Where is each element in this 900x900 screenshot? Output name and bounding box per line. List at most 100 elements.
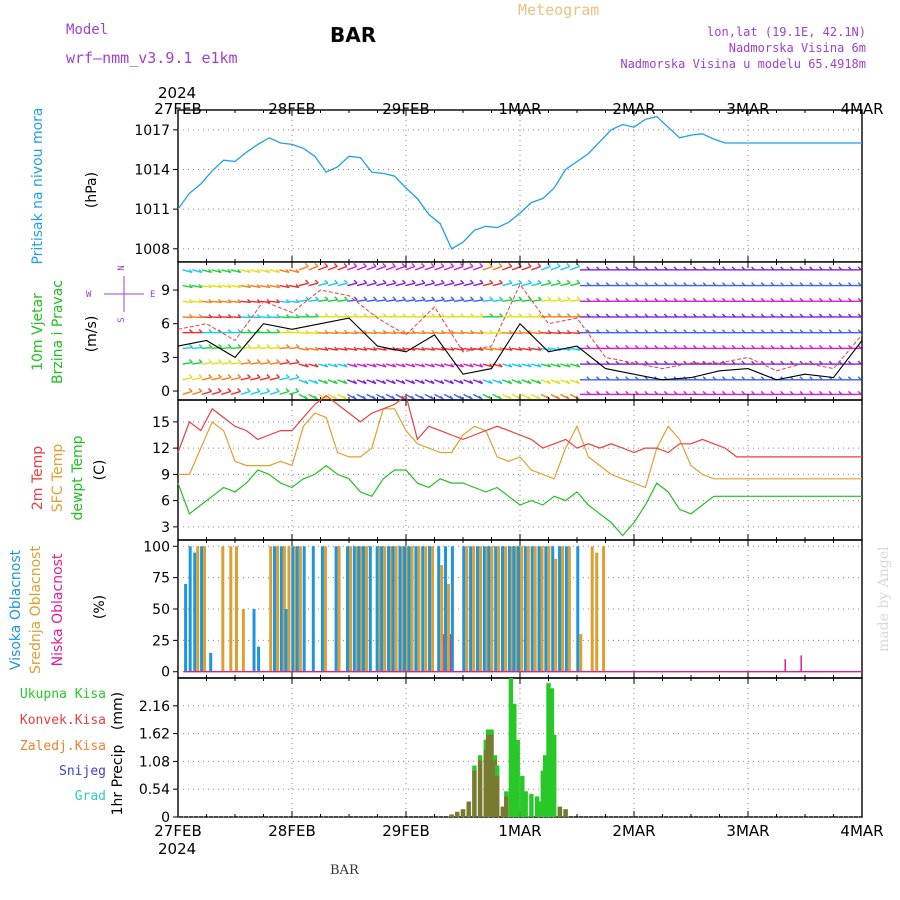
wind-barb [550,282,561,287]
wind-barb [395,363,406,368]
wind-barb [463,282,474,287]
wind-barb-head [605,344,610,349]
wind-barb-head [217,283,222,288]
dewpt-line [177,464,862,537]
wind-barb-head [479,313,484,318]
cloud-bar [512,546,516,672]
ytick-label: 15 [152,415,170,431]
cloud-bar [302,546,306,672]
ytick-label: 50 [152,602,170,618]
wind-barb-head [479,262,484,267]
wind-barb [560,363,571,368]
wind-barb-head [499,329,504,334]
wind-barb-head [334,279,339,284]
wind-barb-head [518,296,523,301]
wind-barb-head [586,344,591,349]
wind-barb-head [323,380,328,385]
wind-barb-head [818,266,823,271]
wind-gust-line [177,283,863,372]
wind-barb-head [479,346,484,351]
wind-barb-head [654,313,659,318]
wind-barb [347,363,358,368]
wind-barb [192,269,203,274]
wind-barb-head [295,314,300,318]
ytick-label: 1017 [134,123,170,139]
wind-barb [182,316,193,319]
wind-barb-head [722,360,727,365]
wind-barb-head [430,363,435,368]
wind-barb-head [275,268,280,273]
wind-barb [511,299,523,302]
wind-barb [395,347,406,351]
wind-barb-head [237,359,242,364]
cloud-bar [440,565,444,672]
cloud-bar [294,546,298,672]
wind-barb-head [198,374,203,379]
wind-barb-head [459,380,464,385]
wind-barb [298,299,309,302]
wind-barb [434,282,445,287]
wind-barb-head [315,329,320,334]
wind-barb [221,376,232,381]
wind-barb [327,331,338,335]
wind-barb-head [634,282,639,287]
wind-barb-head [692,297,697,302]
wind-barb-head [470,329,475,334]
wind-barb [250,390,261,396]
bottom-tick-label: 1MAR [498,822,541,840]
wind-barb [192,376,203,381]
wind-barb [308,265,319,271]
precip-bar-conv [449,814,454,817]
wind-barb-head [760,297,765,302]
wind-barb-head [237,314,242,318]
wind-barb-head [256,344,261,349]
wind-barb-head [828,313,833,318]
cloud-bar [200,546,204,672]
cloud-bar [567,546,571,672]
wind-barb-head [208,359,213,364]
cloud-bar [482,546,486,672]
wind-barb-head [304,363,309,368]
wind-barb-head [518,346,523,351]
wind-barb [347,282,358,287]
cloud-bar [530,546,534,672]
wind-barb-head [285,387,290,392]
cloud-bar [544,546,548,672]
wind-barb-head [489,363,494,368]
wind-barb [560,282,571,287]
wind-barb [211,361,222,365]
wind-barb-head [324,296,329,301]
wind-barb [569,265,580,271]
cloud-bar [361,546,365,672]
wind-barb [347,331,358,335]
wind-barb-head [536,395,541,400]
wind-barb-head [218,314,223,318]
bottom-time-axis: 27FEB 28FEB 29FEB 1MAR 2MAR 3MAR 4MAR [154,822,883,840]
wind-barb-head [382,262,387,267]
wind-barb [259,376,270,381]
ytick-label: 6 [161,317,170,333]
cloud-bar [558,546,562,672]
wind-barb [385,282,396,287]
wind-barb-head [440,262,445,267]
compass-e: E [150,290,155,300]
wind-barb-head [237,268,242,273]
wind-barb-head [857,297,862,302]
wind-barb [182,284,193,289]
wind-barb [511,363,522,368]
cloud-bar [282,546,286,672]
wind-barb-head [605,313,610,318]
wind-barb-head [586,376,591,381]
wind-barb-head [731,344,736,349]
cloud-bar [523,546,527,672]
wind-barb-head [450,363,455,368]
wind-barb-head [605,376,610,381]
wind-barb-head [227,283,232,288]
wind-barb-head [731,297,736,302]
wind-barb-head [722,344,727,349]
wind-barb-head [508,313,513,318]
wind-barb-head [596,266,601,271]
wind-barb [385,265,396,271]
wind-barb-head [751,376,756,381]
wind-barb [492,347,503,351]
